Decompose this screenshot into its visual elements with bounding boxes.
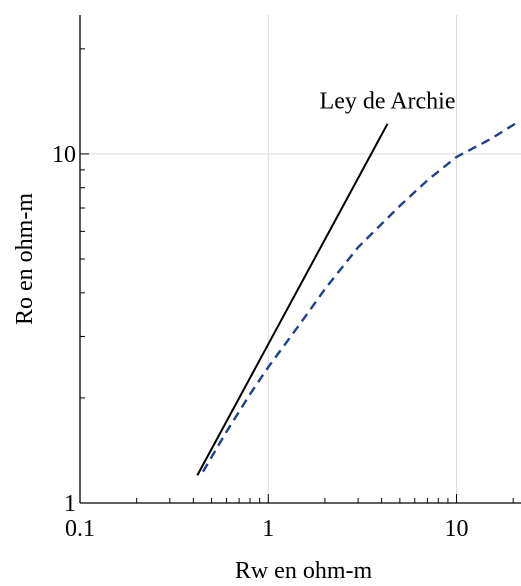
tick-marks — [79, 48, 514, 504]
grid-lines — [80, 15, 521, 503]
y-axis-label: Ro en ohm-m — [12, 193, 38, 325]
x-tick-label: 0.1 — [65, 516, 95, 542]
annotation-label: Ley de Archie — [320, 88, 456, 114]
archie-law-line — [196, 123, 389, 476]
annotations: Ley de Archie — [320, 88, 456, 114]
x-tick-label: 10 — [445, 516, 469, 542]
y-tick-label: 1 — [64, 491, 76, 517]
x-tick-label: 1 — [262, 516, 274, 542]
series-layer — [196, 121, 518, 476]
x-axis-label: Rw en ohm-m — [235, 558, 373, 584]
dashed-curve — [201, 121, 518, 473]
y-tick-label: 10 — [52, 142, 76, 168]
